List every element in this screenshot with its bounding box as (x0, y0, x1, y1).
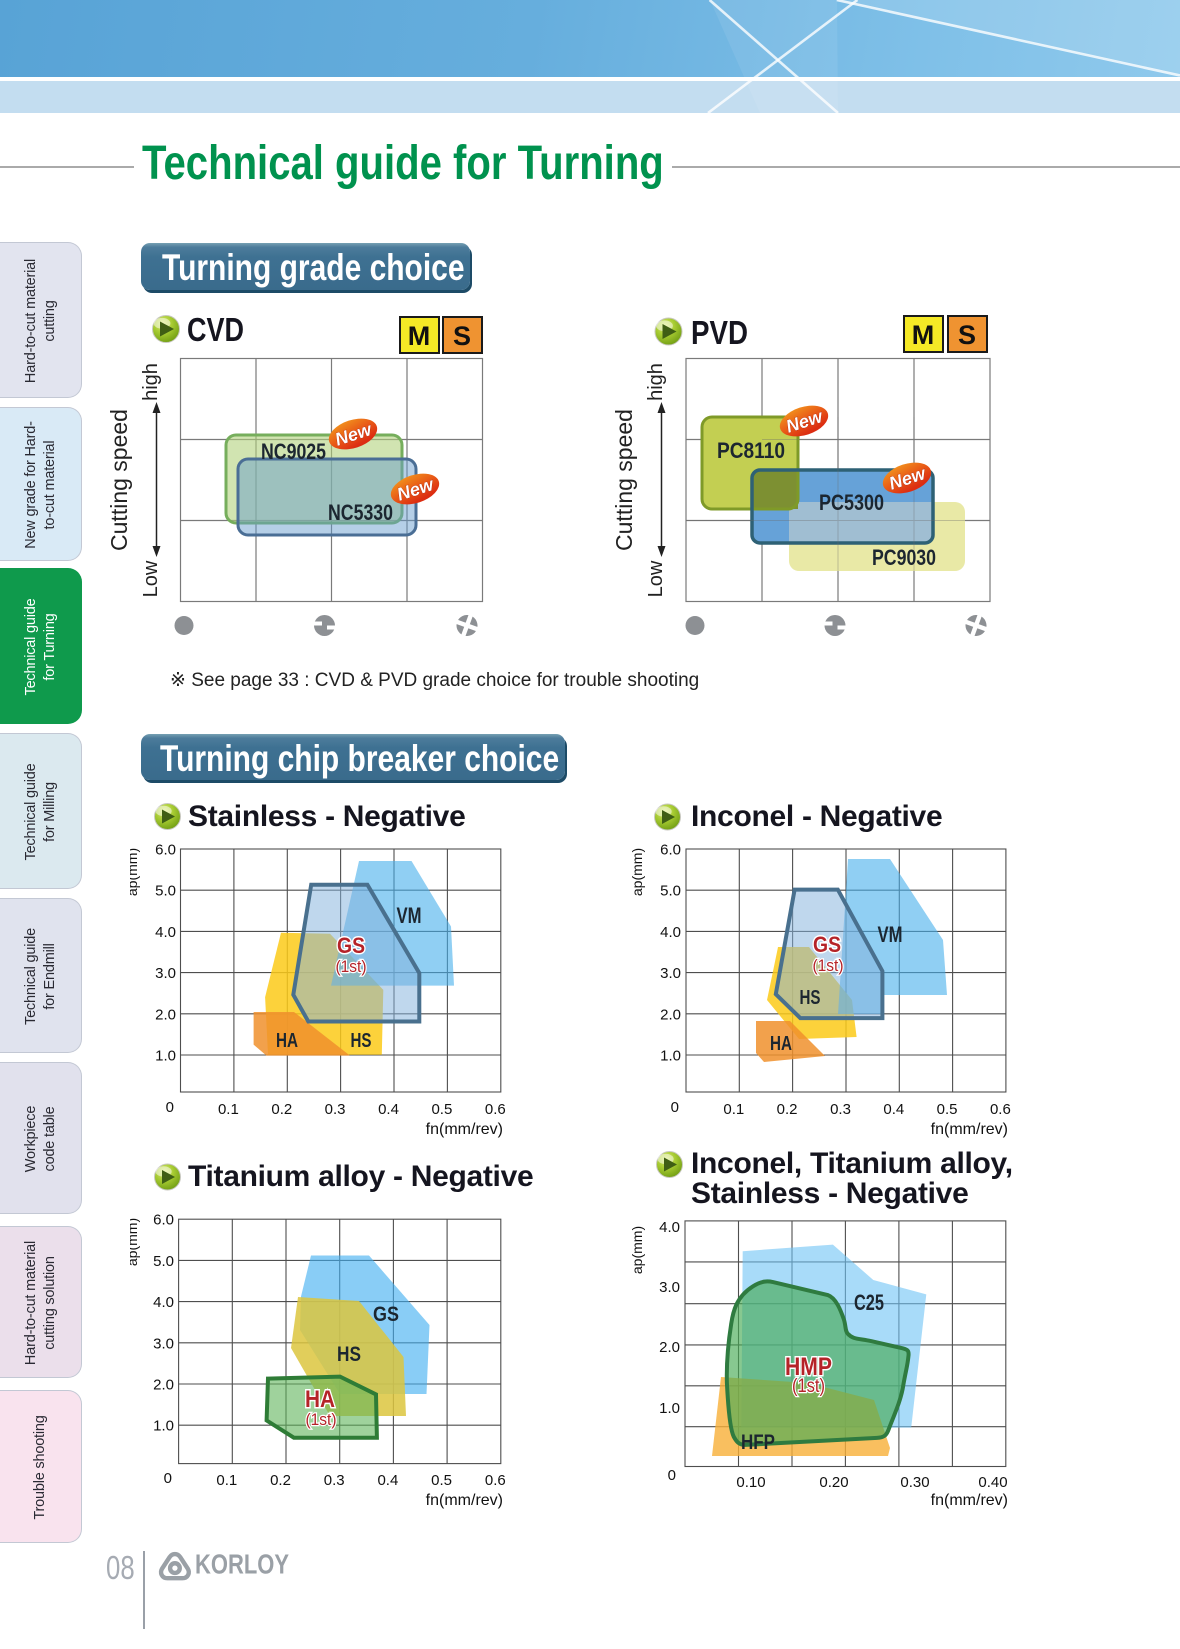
svg-text:C25: C25 (854, 1290, 884, 1315)
svg-text:3.0: 3.0 (659, 1279, 680, 1296)
svg-text:S: S (453, 321, 471, 351)
svg-text:0.10: 0.10 (736, 1474, 765, 1491)
svg-text:Cutting speed: Cutting speed (110, 409, 132, 551)
svg-text:1.0: 1.0 (155, 1048, 176, 1065)
svg-text:2.0: 2.0 (155, 1006, 176, 1023)
svg-text:4.0: 4.0 (155, 924, 176, 941)
svg-text:4.0: 4.0 (153, 1294, 174, 1311)
svg-text:1.0: 1.0 (659, 1400, 680, 1417)
svg-text:0.20: 0.20 (819, 1474, 848, 1491)
svg-text:0.2: 0.2 (271, 1101, 292, 1118)
svg-text:HA: HA (276, 1030, 298, 1052)
svg-text:0: 0 (164, 1470, 172, 1487)
svg-text:GS: GS (373, 1303, 399, 1326)
svg-text:GS: GS (337, 933, 365, 958)
svg-text:M: M (912, 320, 935, 350)
svg-text:6.0: 6.0 (155, 842, 176, 859)
svg-text:ap(mm): ap(mm) (630, 1226, 645, 1274)
svg-text:0.1: 0.1 (723, 1101, 744, 1118)
svg-text:Inconel - Negative: Inconel - Negative (691, 800, 942, 833)
svg-text:0.2: 0.2 (777, 1101, 798, 1118)
svg-text:VM: VM (878, 922, 903, 947)
svg-text:ap(mm): ap(mm) (130, 1218, 140, 1266)
svg-text:0.3: 0.3 (830, 1101, 851, 1118)
svg-text:PC8110: PC8110 (717, 438, 785, 463)
svg-text:0.4: 0.4 (378, 1101, 399, 1118)
svg-text:Cutting speed: Cutting speed (615, 409, 637, 551)
svg-text:5.0: 5.0 (153, 1253, 174, 1270)
svg-text:5.0: 5.0 (155, 883, 176, 900)
svg-text:2.0: 2.0 (659, 1339, 680, 1356)
svg-text:0.5: 0.5 (937, 1101, 958, 1118)
svg-text:5.0: 5.0 (660, 883, 681, 900)
svg-text:2.0: 2.0 (153, 1377, 174, 1394)
svg-text:HFP: HFP (741, 1431, 775, 1454)
svg-text:0.5: 0.5 (431, 1101, 452, 1118)
svg-text:6.0: 6.0 (660, 842, 681, 859)
svg-text:KORLOY: KORLOY (195, 1549, 289, 1580)
svg-text:GS: GS (813, 932, 841, 957)
svg-text:0.4: 0.4 (377, 1472, 398, 1489)
svg-text:4.0: 4.0 (659, 1219, 680, 1236)
svg-text:HA: HA (770, 1033, 792, 1055)
svg-text:M: M (408, 321, 431, 351)
svg-text:New: New (886, 463, 928, 494)
svg-text:PC5300: PC5300 (819, 490, 884, 515)
svg-text:3.0: 3.0 (155, 965, 176, 982)
svg-text:(1st): (1st) (813, 956, 844, 975)
svg-text:0.6: 0.6 (485, 1101, 506, 1118)
svg-text:6.0: 6.0 (153, 1212, 174, 1229)
svg-text:0.3: 0.3 (325, 1101, 346, 1118)
svg-text:0.1: 0.1 (218, 1101, 239, 1118)
svg-text:Titanium alloy - Negative: Titanium alloy - Negative (188, 1160, 533, 1193)
svg-text:0.4: 0.4 (883, 1101, 904, 1118)
svg-text:high: high (140, 363, 162, 401)
svg-text:(1st): (1st) (336, 957, 367, 976)
svg-text:HA: HA (305, 1386, 335, 1413)
svg-text:1.0: 1.0 (660, 1048, 681, 1065)
svg-text:HS: HS (337, 1343, 361, 1366)
svg-text:ap(mm): ap(mm) (130, 848, 140, 896)
svg-text:0.3: 0.3 (324, 1472, 345, 1489)
svg-text:NC5330: NC5330 (328, 500, 393, 525)
svg-text:PVD: PVD (691, 314, 748, 351)
svg-text:(1st): (1st) (792, 1376, 825, 1397)
svg-text:fn(mm/rev): fn(mm/rev) (426, 1492, 503, 1509)
svg-text:fn(mm/rev): fn(mm/rev) (931, 1121, 1008, 1138)
svg-text:fn(mm/rev): fn(mm/rev) (931, 1492, 1008, 1509)
svg-text:ap(mm): ap(mm) (630, 848, 645, 896)
svg-text:Stainless - Negative: Stainless - Negative (691, 1177, 968, 1210)
svg-text:HS: HS (800, 987, 821, 1009)
svg-text:0.6: 0.6 (485, 1472, 506, 1489)
svg-text:4.0: 4.0 (660, 924, 681, 941)
svg-text:0.5: 0.5 (431, 1472, 452, 1489)
svg-text:high: high (645, 363, 667, 401)
svg-text:VM: VM (397, 903, 422, 928)
svg-text:NC9025: NC9025 (261, 439, 326, 464)
svg-text:Low: Low (645, 560, 667, 597)
svg-text:0.1: 0.1 (216, 1472, 237, 1489)
svg-text:0: 0 (671, 1099, 679, 1116)
svg-text:CVD: CVD (187, 311, 244, 348)
svg-text:Low: Low (140, 560, 162, 597)
svg-text:Inconel, Titanium alloy,: Inconel, Titanium alloy, (691, 1147, 1013, 1180)
svg-text:0.6: 0.6 (990, 1101, 1011, 1118)
svg-text:Stainless - Negative: Stainless - Negative (188, 800, 465, 833)
svg-text:(1st): (1st) (306, 1410, 337, 1429)
svg-text:3.0: 3.0 (153, 1335, 174, 1352)
svg-text:0.2: 0.2 (270, 1472, 291, 1489)
svg-text:1.0: 1.0 (153, 1418, 174, 1435)
svg-text:0.30: 0.30 (900, 1474, 929, 1491)
svg-text:0: 0 (166, 1099, 174, 1116)
svg-text:0.40: 0.40 (978, 1474, 1007, 1491)
svg-text:HS: HS (351, 1030, 372, 1052)
svg-text:S: S (958, 320, 976, 350)
svg-text:0: 0 (668, 1467, 676, 1484)
svg-text:2.0: 2.0 (660, 1006, 681, 1023)
svg-text:PC9030: PC9030 (872, 545, 936, 570)
svg-text:3.0: 3.0 (660, 965, 681, 982)
svg-text:fn(mm/rev): fn(mm/rev) (426, 1121, 503, 1138)
svg-text:HMP: HMP (785, 1353, 832, 1381)
